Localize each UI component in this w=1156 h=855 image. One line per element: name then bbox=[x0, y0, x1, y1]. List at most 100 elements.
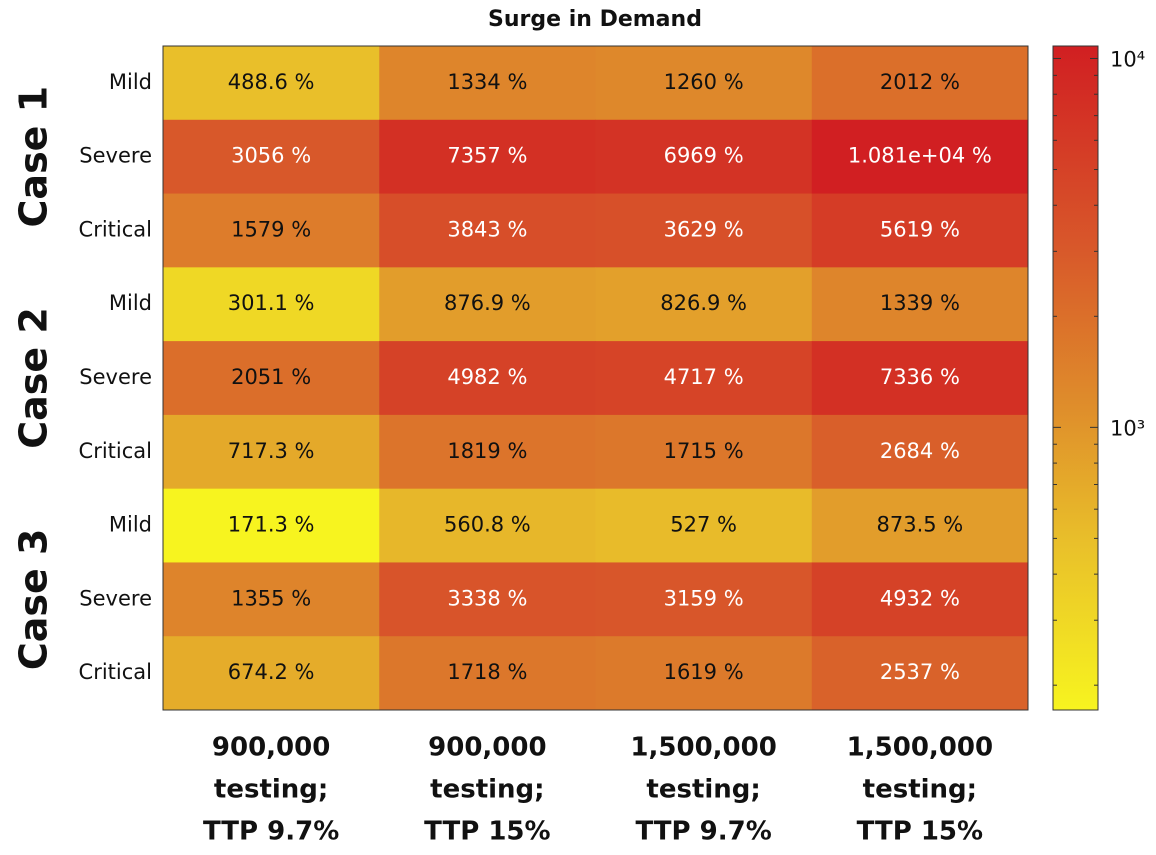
column-label: testing; bbox=[214, 775, 328, 805]
row-label: Mild bbox=[109, 513, 152, 537]
cell-label: 527 % bbox=[670, 513, 737, 537]
row-label: Critical bbox=[79, 217, 152, 241]
row-label: Critical bbox=[79, 439, 152, 463]
heatmap-cell bbox=[595, 193, 813, 268]
heatmap-cell bbox=[379, 488, 596, 563]
column-label: TTP 15% bbox=[424, 817, 550, 847]
heatmap-cell bbox=[811, 562, 1029, 637]
row-label: Severe bbox=[79, 144, 152, 168]
column-label: 900,000 bbox=[428, 733, 546, 763]
heatmap-cell bbox=[595, 636, 813, 711]
cell-label: 1579 % bbox=[231, 217, 311, 241]
group-label: Case 1 bbox=[12, 86, 56, 228]
cell-label: 488.6 % bbox=[228, 70, 315, 94]
cell-label: 3338 % bbox=[447, 586, 527, 610]
heatmap-cell bbox=[379, 46, 596, 121]
heatmap-cell bbox=[379, 562, 596, 637]
heatmap-cell bbox=[595, 414, 813, 490]
heatmap-cell bbox=[163, 119, 380, 195]
heatmap-cell bbox=[595, 562, 813, 637]
cell-label: 3159 % bbox=[664, 586, 744, 610]
row-label: Mild bbox=[109, 291, 152, 315]
column-label: TTP 9.7% bbox=[635, 817, 771, 847]
cell-label: 2012 % bbox=[880, 70, 960, 94]
heatmap-cell bbox=[163, 488, 380, 563]
cell-label: 5619 % bbox=[880, 217, 960, 241]
cell-label: 3843 % bbox=[447, 217, 527, 241]
column-label: testing; bbox=[430, 775, 544, 805]
heatmap-cell bbox=[163, 341, 380, 416]
column-label: 1,500,000 bbox=[847, 733, 993, 763]
cell-label: 4717 % bbox=[664, 365, 744, 389]
heatmap-cell bbox=[811, 119, 1029, 195]
heatmap-cell bbox=[379, 414, 596, 490]
heatmap-cell bbox=[811, 341, 1029, 416]
heatmap-cell bbox=[811, 636, 1029, 711]
cell-label: 873.5 % bbox=[877, 513, 964, 537]
cell-label: 171.3 % bbox=[228, 513, 315, 537]
heatmap-cell bbox=[811, 267, 1029, 342]
heatmap-cell bbox=[379, 341, 596, 416]
heatmap-cell bbox=[595, 119, 813, 195]
cell-label: 560.8 % bbox=[444, 513, 531, 537]
cell-label: 2051 % bbox=[231, 365, 311, 389]
heatmap-cell bbox=[379, 267, 596, 342]
cell-label: 717.3 % bbox=[228, 439, 315, 463]
cell-label: 1819 % bbox=[447, 439, 527, 463]
cell-label: 1715 % bbox=[664, 439, 744, 463]
column-label: TTP 9.7% bbox=[203, 817, 339, 847]
heatmap-cell bbox=[811, 488, 1029, 563]
heatmap-cell bbox=[163, 46, 380, 121]
row-label: Critical bbox=[79, 660, 152, 684]
heatmap-cell bbox=[595, 46, 813, 121]
heatmap-cell bbox=[595, 341, 813, 416]
cell-label: 3629 % bbox=[664, 217, 744, 241]
column-label: testing; bbox=[646, 775, 760, 805]
heatmap-cell bbox=[163, 267, 380, 342]
cell-label: 7357 % bbox=[447, 144, 527, 168]
heatmap-cell bbox=[811, 414, 1029, 490]
row-label: Severe bbox=[79, 365, 152, 389]
cell-label: 2537 % bbox=[880, 660, 960, 684]
group-label: Case 2 bbox=[12, 307, 56, 449]
cell-label: 1.081e+04 % bbox=[848, 144, 992, 168]
cell-label: 3056 % bbox=[231, 144, 311, 168]
heatmap-cell bbox=[379, 193, 596, 268]
plot-frame bbox=[162, 45, 1029, 711]
cell-label: 1334 % bbox=[447, 70, 527, 94]
heatmap-cell bbox=[163, 636, 380, 711]
chart-title: Surge in Demand bbox=[488, 7, 702, 32]
group-label: Case 3 bbox=[12, 529, 56, 671]
cell-label: 301.1 % bbox=[228, 291, 315, 315]
cell-label: 826.9 % bbox=[660, 291, 747, 315]
row-label: Severe bbox=[79, 586, 152, 610]
heatmap-cell bbox=[595, 267, 813, 342]
heatmap-cell bbox=[163, 562, 380, 637]
column-label: testing; bbox=[863, 775, 977, 805]
cell-label: 1260 % bbox=[664, 70, 744, 94]
cell-label: 1619 % bbox=[664, 660, 744, 684]
colorbar bbox=[1052, 45, 1099, 711]
column-label: TTP 15% bbox=[857, 817, 983, 847]
heatmap-cell bbox=[811, 193, 1029, 268]
heatmap-cell bbox=[163, 414, 380, 490]
heatmap-cell bbox=[811, 46, 1029, 121]
cell-label: 6969 % bbox=[664, 144, 744, 168]
heatmap-cell bbox=[163, 193, 380, 268]
cell-label: 1355 % bbox=[231, 586, 311, 610]
cell-label: 7336 % bbox=[880, 365, 960, 389]
cell-label: 4982 % bbox=[447, 365, 527, 389]
colorbar-tick-label: 10⁴ bbox=[1110, 47, 1145, 71]
heatmap-cell bbox=[595, 488, 813, 563]
colorbar-tick-label: 10³ bbox=[1110, 416, 1145, 440]
cell-label: 1339 % bbox=[880, 291, 960, 315]
cell-label: 876.9 % bbox=[444, 291, 531, 315]
cell-label: 674.2 % bbox=[228, 660, 315, 684]
cell-label: 4932 % bbox=[880, 586, 960, 610]
cell-label: 2684 % bbox=[880, 439, 960, 463]
column-label: 1,500,000 bbox=[630, 733, 776, 763]
heatmap-cell bbox=[379, 119, 596, 195]
row-label: Mild bbox=[109, 70, 152, 94]
cell-label: 1718 % bbox=[447, 660, 527, 684]
